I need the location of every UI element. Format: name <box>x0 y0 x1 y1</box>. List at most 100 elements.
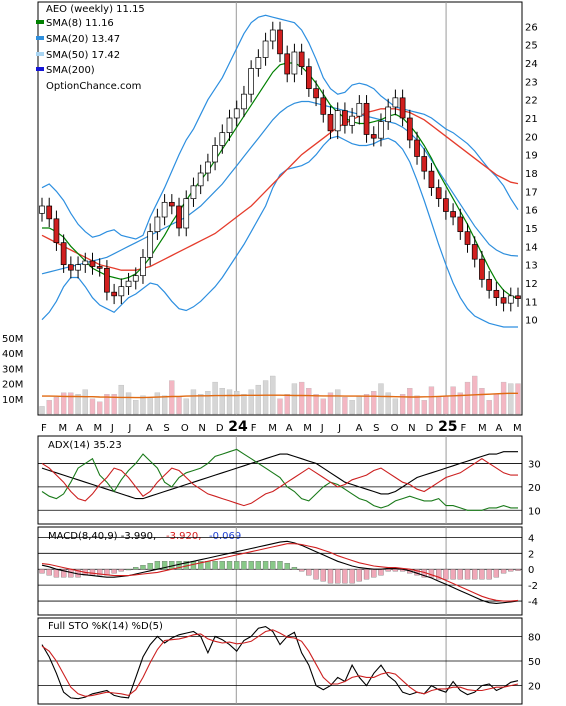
candle-body <box>168 201 175 207</box>
volume-bar <box>234 391 240 415</box>
candle-body <box>60 242 67 266</box>
legend-swatch <box>36 52 44 56</box>
candle-body <box>154 216 161 233</box>
candle-body <box>67 264 74 271</box>
month-label: A <box>286 423 293 434</box>
volume-bar <box>385 392 391 415</box>
adx-tick-label: 10 <box>528 506 541 517</box>
volume-bar <box>327 392 334 415</box>
candle-body <box>183 198 190 229</box>
volume-bar <box>161 395 168 415</box>
volume-bar <box>190 389 197 415</box>
candle-body <box>443 198 449 212</box>
candle-body <box>104 267 110 293</box>
volume-bar <box>39 406 45 415</box>
volume-bar <box>277 398 283 415</box>
legend-sma200: SMA(200) <box>46 65 95 76</box>
macd-series-line <box>41 543 519 602</box>
candle-body <box>226 117 233 134</box>
volume-bar <box>356 395 362 415</box>
candle-body <box>471 244 478 260</box>
volume-bar <box>320 398 326 415</box>
sto-tick-label: 50 <box>528 657 541 668</box>
macd-histogram-bar <box>349 569 355 584</box>
macd-histogram-bar <box>335 569 341 584</box>
price-tick-label: 19 <box>525 151 538 162</box>
macd-histogram-bar <box>306 569 312 576</box>
macd-histogram-bar <box>97 569 103 576</box>
volume-bar <box>342 397 348 415</box>
candle-body <box>147 231 154 258</box>
macd-histogram-bar <box>450 569 456 580</box>
price-tick-label: 22 <box>525 96 538 107</box>
macd-histogram-bar <box>133 567 139 570</box>
candle-body <box>342 110 348 126</box>
bollinger-upper-line <box>41 14 519 240</box>
month-label: D <box>426 423 434 434</box>
month-label: M <box>513 423 522 434</box>
candle-body <box>493 289 500 299</box>
volume-bar <box>262 380 269 415</box>
price-tick-label: 14 <box>525 242 538 253</box>
volume-bar <box>493 394 500 415</box>
candle-body <box>140 256 146 277</box>
macd-histogram-bar <box>255 561 262 570</box>
bollinger-lower-line <box>41 135 518 328</box>
candle-body <box>82 260 89 266</box>
macd-histogram-bar <box>89 569 96 576</box>
candle-body <box>356 102 363 117</box>
sma8-line <box>42 62 519 299</box>
volume-bar <box>68 392 74 415</box>
macd-histogram-bar <box>154 561 161 570</box>
candle-body <box>277 29 283 55</box>
candle-body <box>435 187 442 200</box>
candle-body <box>428 170 435 189</box>
volume-bar <box>183 398 189 415</box>
month-label: M <box>268 423 277 434</box>
macd-title: MACD(8,40,9) -3.990, <box>48 531 156 542</box>
month-label: M <box>93 423 102 434</box>
volume-bar <box>75 394 81 415</box>
macd-panel-frame <box>37 526 523 616</box>
candle-body <box>406 117 413 141</box>
macd-histogram-bar <box>486 569 492 580</box>
month-label: S <box>373 423 379 434</box>
volume-bar <box>205 391 211 415</box>
macd-histogram-bar <box>60 569 67 578</box>
month-label: O <box>391 423 399 434</box>
legend-swatch <box>36 20 44 24</box>
sto-series-line <box>41 629 519 697</box>
candle-body <box>421 156 428 172</box>
sto-tick-label: 20 <box>528 682 541 693</box>
sto-title: Full STO %K(14) %D(5) <box>48 621 163 632</box>
month-label: F <box>461 423 467 434</box>
candle-body <box>349 115 355 126</box>
macd-histogram-bar <box>457 569 463 580</box>
volume-tick-label: 40M <box>2 349 23 360</box>
candle-body <box>378 121 384 139</box>
macd-histogram-bar <box>385 569 391 572</box>
volume-average-line <box>42 392 518 399</box>
macd-histogram-bar <box>205 561 211 570</box>
macd-tick-label: 0 <box>528 565 534 576</box>
volume-bar <box>349 400 355 415</box>
macd-tick-label: -2 <box>528 581 538 592</box>
macd-histogram-bar <box>515 569 521 571</box>
price-tick-label: 21 <box>525 114 538 125</box>
volume-bar <box>241 394 247 415</box>
macd-histogram-bar <box>226 561 233 570</box>
month-label: N <box>198 423 205 434</box>
legend-swatch <box>36 36 44 40</box>
macd-histogram-bar <box>212 561 218 570</box>
candle-body <box>248 68 255 95</box>
macd-histogram-bar <box>443 569 449 580</box>
volume-bar <box>104 394 110 415</box>
adx-series-line <box>41 451 518 500</box>
candle-body <box>39 205 45 214</box>
month-label: A <box>356 423 363 434</box>
candle-body <box>197 172 204 187</box>
candle-body <box>313 88 319 99</box>
volume-bar <box>97 401 103 415</box>
volume-bar <box>118 384 124 415</box>
